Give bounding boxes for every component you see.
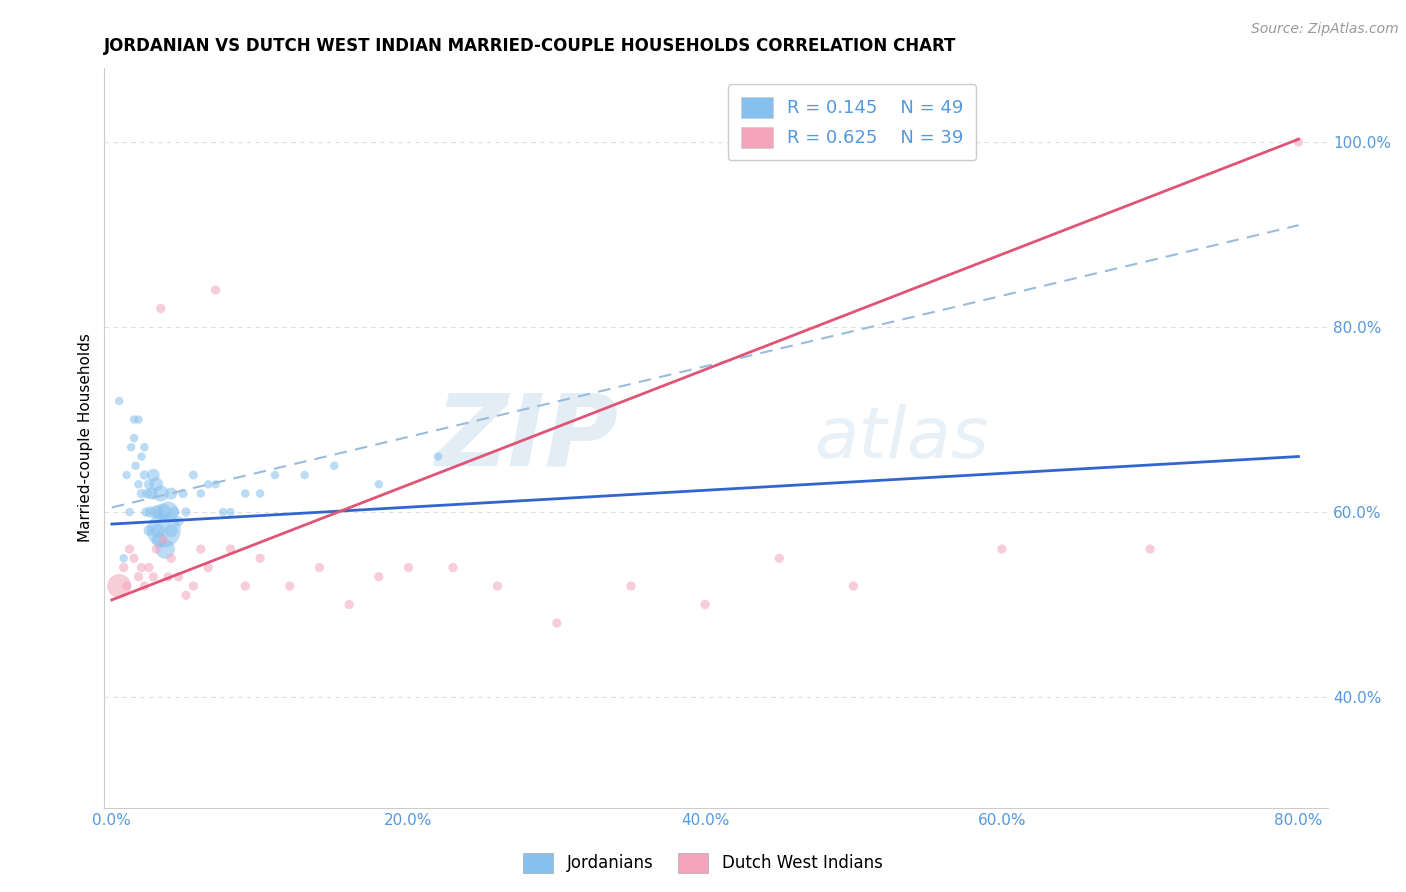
Point [134, 468, 156, 483]
Point [190, 542, 212, 557]
Point [768, 551, 790, 566]
Point [219, 542, 242, 557]
Point [152, 524, 174, 538]
Point [204, 283, 226, 297]
Point [323, 458, 346, 473]
Point [134, 579, 156, 593]
Point [264, 468, 287, 483]
Point [546, 615, 568, 630]
Point [486, 579, 509, 593]
Point [108, 579, 131, 593]
Point [124, 458, 146, 473]
Point [128, 477, 150, 491]
Point [131, 450, 153, 464]
Point [172, 486, 194, 500]
Point [145, 505, 167, 519]
Point [167, 514, 190, 528]
Point [145, 477, 167, 491]
Legend: Jordanians, Dutch West Indians: Jordanians, Dutch West Indians [516, 847, 890, 880]
Point [149, 486, 172, 500]
Point [163, 505, 186, 519]
Point [112, 560, 135, 574]
Point [160, 486, 183, 500]
Point [1139, 542, 1161, 557]
Point [115, 579, 138, 593]
Point [204, 477, 226, 491]
Point [134, 440, 156, 454]
Point [233, 486, 256, 500]
Point [138, 524, 160, 538]
Point [128, 412, 150, 426]
Point [183, 579, 205, 593]
Point [149, 301, 172, 316]
Point [212, 505, 235, 519]
Point [131, 560, 153, 574]
Y-axis label: Married-couple Households: Married-couple Households [79, 334, 93, 542]
Point [138, 477, 160, 491]
Point [441, 560, 464, 574]
Point [118, 542, 141, 557]
Point [146, 524, 169, 538]
Point [620, 579, 643, 593]
Text: ZIP: ZIP [436, 390, 619, 486]
Point [197, 560, 219, 574]
Point [249, 551, 271, 566]
Point [152, 533, 174, 547]
Point [991, 542, 1014, 557]
Point [142, 570, 165, 584]
Point [174, 505, 197, 519]
Point [150, 505, 173, 519]
Point [398, 560, 420, 574]
Point [337, 598, 360, 612]
Point [120, 440, 142, 454]
Point [197, 477, 219, 491]
Point [174, 588, 197, 602]
Point [141, 486, 163, 500]
Point [118, 505, 141, 519]
Text: JORDANIAN VS DUTCH WEST INDIAN MARRIED-COUPLE HOUSEHOLDS CORRELATION CHART: JORDANIAN VS DUTCH WEST INDIAN MARRIED-C… [104, 37, 956, 55]
Point [695, 598, 717, 612]
Point [122, 431, 145, 445]
Point [160, 551, 183, 566]
Point [145, 542, 167, 557]
Point [128, 570, 150, 584]
Point [183, 468, 205, 483]
Point [112, 551, 135, 566]
Point [160, 524, 183, 538]
Point [294, 468, 316, 483]
Point [142, 468, 165, 483]
Text: atlas: atlas [814, 403, 988, 473]
Point [367, 570, 389, 584]
Point [131, 486, 153, 500]
Point [367, 477, 389, 491]
Point [233, 579, 256, 593]
Point [136, 486, 159, 500]
Point [167, 570, 190, 584]
Point [135, 505, 157, 519]
Point [122, 412, 145, 426]
Point [122, 551, 145, 566]
Point [153, 542, 176, 557]
Point [1288, 135, 1310, 149]
Legend: R = 0.145    N = 49, R = 0.625    N = 39: R = 0.145 N = 49, R = 0.625 N = 39 [728, 85, 976, 161]
Point [108, 394, 131, 409]
Point [157, 570, 180, 584]
Point [139, 505, 162, 519]
Point [219, 505, 242, 519]
Point [157, 505, 180, 519]
Point [278, 579, 301, 593]
Text: Source: ZipAtlas.com: Source: ZipAtlas.com [1251, 22, 1399, 37]
Point [190, 486, 212, 500]
Point [115, 468, 138, 483]
Point [427, 450, 450, 464]
Point [842, 579, 865, 593]
Point [138, 560, 160, 574]
Point [249, 486, 271, 500]
Point [308, 560, 330, 574]
Point [148, 533, 170, 547]
